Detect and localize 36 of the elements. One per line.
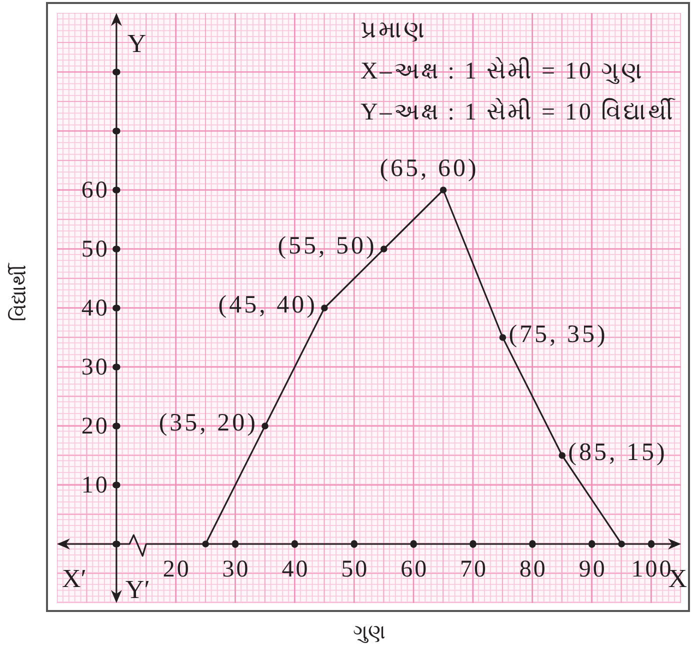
point: [558, 452, 566, 459]
y-tick-label: 40: [81, 295, 110, 322]
annotation: Y–અક્ષ : 1 સેમી = 10 વિદ્યાર્થી: [360, 97, 676, 126]
annotation: પ્રમાણ: [360, 17, 426, 44]
x-axis-title: ગુણ: [353, 621, 385, 644]
y-tick-label: 20: [81, 413, 110, 440]
point: [618, 540, 625, 548]
point: [202, 540, 209, 548]
data-label: (55, 50): [278, 232, 377, 260]
data-label: (45, 40): [218, 292, 318, 319]
point: [499, 334, 506, 341]
x-tick-label: 20: [162, 556, 191, 582]
annotation: Y′: [125, 574, 150, 604]
x-tick-label: 30: [222, 556, 250, 582]
y-tick-label: 60: [81, 177, 110, 204]
annotation: X–અક્ષ : 1 સેમી = 10 ગુણ: [360, 56, 644, 84]
data-label: (75, 35): [508, 321, 608, 348]
point: [440, 186, 447, 194]
x-tick-label: 90: [578, 556, 607, 582]
x-tick-label: 60: [400, 556, 429, 582]
data-label: (85, 15): [568, 439, 668, 466]
x-tick-label: 70: [460, 556, 488, 582]
x-tick-label: 50: [341, 556, 370, 582]
y-tick-label: 10: [81, 472, 110, 498]
point: [380, 246, 388, 252]
annotation: X′: [62, 564, 86, 593]
y-axis-title: વિદ્યાર્થી: [7, 262, 30, 322]
x-tick-label: 40: [282, 556, 310, 582]
annotation: Y: [127, 28, 146, 58]
y-tick-label: 30: [81, 354, 110, 380]
x-tick-label: 80: [519, 556, 548, 582]
y-tick-label: 50: [81, 236, 110, 262]
point: [262, 422, 268, 430]
point: [321, 304, 328, 312]
data-label: (65, 60): [380, 155, 479, 182]
data-label: (35, 20): [158, 410, 258, 437]
